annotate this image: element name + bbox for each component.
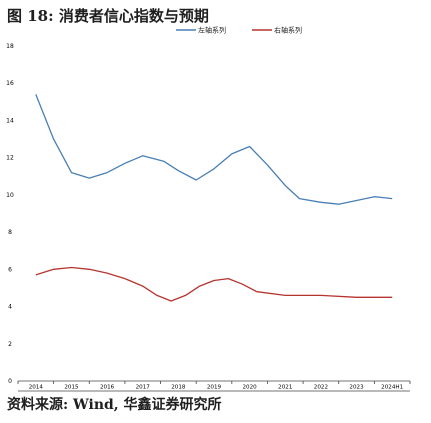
chart-legend: 左轴系列 右轴系列: [176, 26, 302, 35]
y-tick-label: 8: [8, 229, 12, 236]
legend-label: 左轴系列: [198, 26, 226, 35]
x-axis: 2014 2015 2016 2017 2018 2019 2020 2021 2022 2023…: [17, 380, 411, 392]
y-tick-label: 16: [6, 80, 14, 87]
plot-area: [35, 94, 393, 302]
x-tick-label: 2016: [100, 385, 115, 391]
figure-title: 图 18: 消费者信心指数与预期: [7, 7, 209, 25]
y-axis-ticks: 0 2 4 6 8 10 12 14 16 18: [6, 43, 14, 385]
y-tick-label: 14: [6, 117, 14, 124]
x-tick-label: 2020: [243, 385, 258, 391]
x-tick-label: 2024H1: [381, 385, 403, 391]
y-tick-label: 12: [6, 155, 14, 162]
x-tick-label: 2014: [29, 385, 44, 391]
x-tick-label: 2017: [136, 385, 151, 391]
legend-label: 右轴系列: [274, 26, 302, 35]
series-line: [35, 266, 393, 302]
y-tick-label: 4: [8, 304, 12, 311]
y-tick-label: 10: [6, 192, 14, 199]
figure-source: 资料来源: Wind, 华鑫证券研究所: [7, 397, 222, 413]
y-tick-label: 0: [8, 378, 12, 385]
x-tick-label: 2021: [278, 385, 293, 391]
y-tick-label: 18: [6, 43, 14, 50]
x-tick-label: 2015: [64, 385, 79, 391]
x-tick-label: 2019: [207, 385, 222, 391]
series-line: [35, 94, 393, 205]
y-tick-label: 2: [8, 341, 12, 348]
x-tick-label: 2022: [314, 385, 328, 391]
y-tick-label: 6: [8, 266, 12, 273]
x-tick-label: 2023: [349, 385, 364, 391]
x-tick-label: 2018: [171, 385, 186, 391]
